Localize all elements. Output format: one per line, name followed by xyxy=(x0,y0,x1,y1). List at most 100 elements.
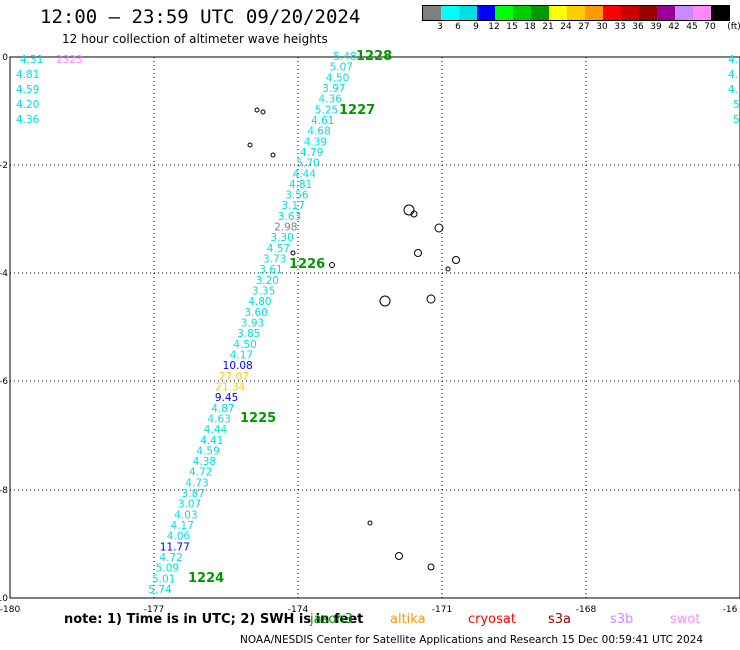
track-wave-height: 11.77 xyxy=(160,541,190,553)
right-track-wave-height: 5. xyxy=(733,114,740,126)
legend-tick-label: 21 xyxy=(542,22,554,32)
legend-swatch xyxy=(639,6,657,20)
satellite-legend-cryosat: cryosat xyxy=(468,612,516,627)
island-outline xyxy=(426,294,436,304)
track-wave-height: 4.50 xyxy=(233,339,256,351)
track-wave-height: 4.72 xyxy=(189,467,212,479)
legend-labels: 3 6 9 12 15 18 21 24 27 30 33 36 39 42 45 70 (ft) xyxy=(422,21,740,35)
island-outline xyxy=(434,223,444,233)
track-wave-height: 4.87 xyxy=(211,403,234,415)
island-outline xyxy=(270,152,276,158)
right-track-wave-height: 4. xyxy=(728,69,738,81)
track-wave-height: 4.81 xyxy=(289,179,312,191)
left-track-wave-height: 4.36 xyxy=(16,114,40,126)
island-outline xyxy=(329,262,335,268)
track-wave-height: 10.08 xyxy=(223,360,253,372)
track-wave-height: 4.73 xyxy=(185,477,208,489)
legend-tick-label: 70 xyxy=(704,22,716,32)
color-legend: 3 6 9 12 15 18 21 24 27 30 33 36 39 42 45 70 (ft) xyxy=(422,5,740,35)
legend-tick-label: 9 xyxy=(473,22,479,32)
track-wave-height: 4.36 xyxy=(319,94,343,106)
left-track-swot-value: 2323 xyxy=(56,54,83,66)
track-wave-height: 3.63 xyxy=(278,211,301,223)
track-wave-height: 3.87 xyxy=(182,488,205,500)
track-time-label: 1224 xyxy=(188,571,224,586)
legend-swatch xyxy=(531,6,549,20)
island-outline xyxy=(254,107,260,113)
legend-swatch xyxy=(549,6,567,20)
legend-swatch xyxy=(459,6,477,20)
legend-tick-label: 27 xyxy=(578,22,590,32)
longitude-tick-label: -171 xyxy=(432,605,452,615)
legend-swatch xyxy=(513,6,531,20)
left-track-wave-height: 4.20 xyxy=(16,99,39,111)
island-outline xyxy=(410,210,418,218)
legend-swatch xyxy=(621,6,639,20)
credit-line: NOAA/NESDIS Center for Satellite Applica… xyxy=(240,634,704,646)
track-wave-height: 27.07 xyxy=(219,371,249,383)
island-outline xyxy=(260,109,266,115)
track-wave-height: 4.61 xyxy=(311,115,334,127)
track-wave-height: 3.73 xyxy=(263,254,286,266)
legend-tick-label: 18 xyxy=(524,22,536,32)
longitude-tick-label: -174 xyxy=(288,605,309,615)
track-wave-height: 3.20 xyxy=(256,275,279,287)
track-wave-height: 4.03 xyxy=(174,509,197,521)
legend-swatch xyxy=(441,6,459,20)
track-wave-height: 4.57 xyxy=(267,243,290,255)
track-wave-height: 5.01 xyxy=(152,573,175,585)
legend-tick-label: 24 xyxy=(560,22,572,32)
island-outline xyxy=(379,295,391,307)
track-wave-height: 3.97 xyxy=(322,83,345,95)
island-outline xyxy=(403,204,415,216)
satellite-legend-swot: swot xyxy=(670,612,701,627)
page-title: 12:00 — 23:59 UTC 09/20/2024 xyxy=(40,6,361,28)
track-time-label: 1226 xyxy=(289,257,325,272)
legend-swatch xyxy=(495,6,513,20)
longitude-tick-label: -180 xyxy=(0,605,20,615)
legend-tick-label: 15 xyxy=(506,22,518,32)
island-outline xyxy=(290,250,296,256)
legend-swatch xyxy=(567,6,585,20)
track-wave-height: 4.06 xyxy=(167,531,191,543)
legend-tick-label: 30 xyxy=(596,22,608,32)
track-wave-height: 3.85 xyxy=(237,328,260,340)
track-wave-height: 4.17 xyxy=(171,520,194,532)
legend-swatch xyxy=(477,6,495,20)
track-wave-height: 4.50 xyxy=(326,72,349,84)
left-track-wave-height: 4.81 xyxy=(16,69,39,81)
legend-tick-label: 6 xyxy=(455,22,461,32)
island-outline xyxy=(427,563,435,571)
track-wave-height: 4.79 xyxy=(300,147,323,159)
latitude-tick-label: -4 xyxy=(0,269,8,279)
legend-swatch xyxy=(423,6,441,20)
island-outline xyxy=(452,256,460,264)
track-wave-height: 4.63 xyxy=(208,413,231,425)
footer-note: note: 1) Time is in UTC; 2) SWH is in fe… xyxy=(64,612,364,627)
legend-swatch xyxy=(693,6,711,20)
track-wave-height: 5.48 xyxy=(333,51,356,63)
latitude-tick-label: -10 xyxy=(0,594,8,604)
track-wave-height: 3.07 xyxy=(178,499,201,511)
latitude-tick-label: 0 xyxy=(2,53,8,63)
legend-tick-label: 33 xyxy=(614,22,626,32)
right-track-wave-height: 5 xyxy=(733,99,740,111)
left-track-wave-height: 4.59 xyxy=(16,84,39,96)
satellite-legend-jason3: jason3 xyxy=(310,612,353,627)
track-wave-height: 9.45 xyxy=(215,392,238,404)
island-outline xyxy=(367,520,373,526)
track-time-label: 1228 xyxy=(356,49,392,64)
right-track-wave-height: 4.4 xyxy=(728,54,740,66)
island-outline xyxy=(247,142,253,148)
track-wave-height: 3.56 xyxy=(285,190,309,202)
track-wave-height: 4.17 xyxy=(230,349,253,361)
island-outline xyxy=(395,552,403,560)
right-track-wave-height: 4. xyxy=(728,84,738,96)
track-wave-height: 3.30 xyxy=(270,232,293,244)
track-wave-height: 4.44 xyxy=(204,424,228,436)
legend-unit: (ft) xyxy=(727,22,740,32)
longitude-tick-label: -16 xyxy=(723,605,738,615)
track-time-label: 1225 xyxy=(240,411,276,426)
track-wave-height: 2.98 xyxy=(274,222,297,234)
